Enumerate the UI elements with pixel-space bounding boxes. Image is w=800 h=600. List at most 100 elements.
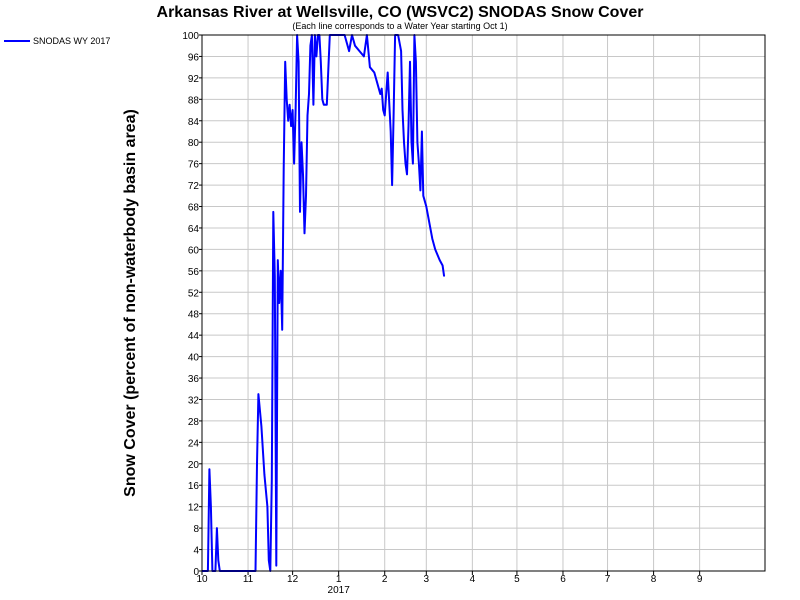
data-point [348, 50, 350, 52]
data-point [390, 130, 392, 133]
y-tick-label: 0 [193, 567, 199, 578]
data-point [434, 248, 436, 250]
data-point [379, 93, 381, 95]
data-point [289, 104, 291, 106]
x-tick-label: 4 [470, 574, 476, 585]
data-point [323, 104, 325, 106]
data-point [263, 473, 265, 476]
data-point [300, 141, 303, 143]
y-tick-label: 12 [188, 503, 200, 514]
y-tick-label: 4 [193, 546, 199, 557]
data-point [421, 130, 423, 133]
y-tick-label: 52 [188, 288, 200, 299]
data-point [257, 393, 260, 395]
data-point [290, 125, 292, 127]
data-point [281, 329, 283, 331]
data-point [256, 463, 258, 465]
y-tick-label: 64 [188, 224, 200, 235]
data-point [293, 163, 295, 165]
data-point [268, 559, 270, 561]
data-point [309, 45, 312, 47]
x-tick-label: 3 [424, 574, 430, 585]
y-tick-label: 28 [188, 417, 200, 428]
y-tick-label: 72 [188, 181, 200, 192]
y-tick-label: 44 [188, 331, 200, 342]
data-point [400, 50, 402, 52]
data-point [393, 114, 395, 116]
data-point [381, 88, 383, 90]
data-point [407, 125, 410, 127]
data-point [415, 61, 417, 63]
x-tick-label: 11 [243, 574, 254, 585]
gridlines [201, 34, 765, 572]
data-point [284, 61, 286, 63]
data-point [373, 71, 375, 74]
data-point [305, 195, 307, 197]
data-point [287, 120, 289, 122]
x-tick-label: 10 [196, 574, 208, 585]
y-tick-label: 56 [188, 267, 200, 278]
y-tick-labels: 0481216202428323640444852566064687276808… [182, 31, 202, 578]
y-tick-label: 96 [188, 52, 200, 63]
y-tick-label: 60 [188, 245, 200, 256]
y-axis-label: Snow Cover (percent of non-waterbody bas… [122, 109, 139, 497]
plot-frame [201, 34, 766, 572]
x-tick-label: 7 [605, 574, 611, 585]
data-point [299, 211, 301, 213]
data-point [210, 506, 212, 508]
y-tick-label: 48 [188, 310, 200, 321]
data-point [274, 275, 276, 277]
data-point [376, 82, 378, 84]
data-point [216, 527, 218, 529]
data-point [326, 104, 328, 106]
data-point [271, 479, 273, 481]
data-point [280, 270, 282, 272]
data-point [419, 189, 421, 192]
y-tick-label: 32 [188, 395, 200, 406]
data-point [416, 141, 418, 143]
y-tick-label: 100 [182, 31, 199, 42]
chart-subtitle: (Each line corresponds to a Water Year s… [292, 21, 507, 31]
data-point [410, 141, 413, 143]
x-tick-label: 2 [382, 574, 388, 585]
data-point [384, 114, 386, 116]
y-tick-label: 92 [188, 74, 200, 85]
y-tick-label: 88 [188, 95, 200, 106]
x-tick-label: 5 [514, 574, 520, 585]
y-tick-label: 84 [188, 117, 200, 128]
data-point [354, 45, 356, 47]
data-point [382, 109, 384, 111]
x-tick-label: 1 [336, 574, 342, 585]
y-tick-label: 68 [188, 203, 200, 214]
x-tick-label: 9 [697, 574, 703, 585]
data-point [303, 232, 306, 234]
series-line [202, 34, 446, 572]
data-point [439, 259, 441, 261]
data-point [286, 98, 288, 100]
series-group [201, 34, 446, 572]
series-lines [201, 34, 446, 572]
x-tick-label: 8 [651, 574, 657, 585]
data-point [266, 506, 268, 508]
data-point [412, 163, 414, 165]
y-tick-label: 20 [188, 460, 200, 471]
data-point [315, 55, 317, 58]
data-point [443, 275, 445, 277]
data-point [283, 168, 285, 170]
data-point [403, 141, 405, 143]
y-tick-label: 24 [188, 438, 200, 449]
data-point [409, 61, 411, 63]
data-point [363, 55, 365, 58]
x-tick-label: 6 [560, 574, 566, 585]
data-point [387, 71, 389, 74]
data-point [391, 184, 393, 186]
data-point [418, 163, 420, 165]
data-point [302, 173, 304, 175]
data-point [278, 302, 280, 304]
data-point [208, 468, 211, 470]
y-tick-label: 36 [188, 374, 200, 385]
data-point [272, 211, 274, 213]
y-tick-label: 80 [188, 138, 200, 149]
data-point [320, 61, 322, 63]
